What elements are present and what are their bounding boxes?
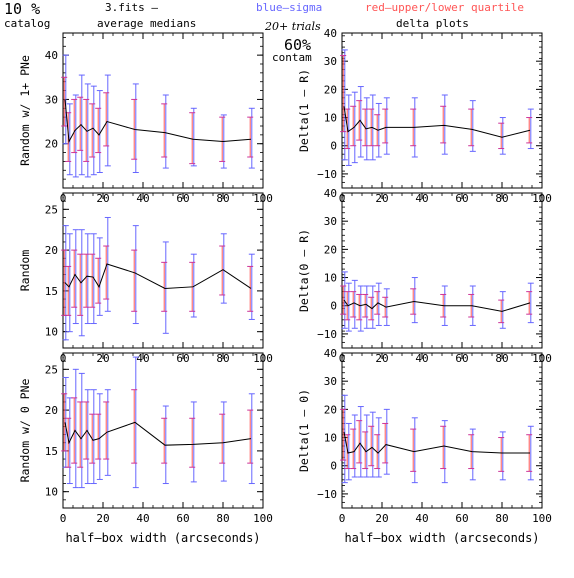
y-axis-label: Random w/ 0 PNe [18, 378, 32, 482]
y-tick-label: 20 [324, 243, 337, 256]
y-tick-label: 40 [45, 49, 58, 62]
header-percent: 10 % [4, 0, 40, 18]
header-avg: average medians [97, 17, 196, 30]
x-tick-label: 40 [415, 512, 428, 525]
median-line [64, 99, 252, 144]
x-tick-label: 0 [339, 512, 346, 525]
y-tick-label: 0 [330, 300, 337, 313]
x-tick-label: 100 [532, 512, 552, 525]
x-tick-label: 20 [375, 512, 388, 525]
plot-frame [341, 352, 543, 509]
y-tick-label: 10 [324, 112, 337, 125]
header-blue-sigma: blue–sigma [256, 1, 322, 14]
header-contam: contam [272, 51, 312, 64]
y-tick-label: 20 [45, 404, 58, 417]
y-tick-label: 10 [324, 432, 337, 445]
plot-frame [62, 352, 264, 509]
plot-frame [341, 32, 543, 189]
x-axis-label: half–box width (arcseconds) [344, 531, 539, 545]
panel-random-0-pne: 0 20 40 60 80 100 10 15 20 25 Random w/ 0 PNe half–… [18, 352, 273, 545]
y-tick-label: 40 [324, 27, 337, 40]
y-tick-label: 15 [45, 285, 58, 298]
x-tick-label: 100 [253, 512, 273, 525]
x-tick-label: 20 [96, 512, 109, 525]
median-line [343, 299, 531, 312]
y-tick-label: 20 [324, 83, 337, 96]
header-fits: 3.fits – [105, 1, 158, 14]
header-catalog: catalog [4, 17, 50, 30]
y-axis-label: Delta(1 – 0) [297, 389, 311, 472]
y-tick-label: 20 [324, 403, 337, 416]
x-tick-label: 80 [495, 512, 508, 525]
y-axis-label: Delta(1 – R) [297, 69, 311, 152]
x-tick-label: 60 [455, 512, 468, 525]
y-tick-label: 25 [45, 363, 58, 376]
header-red-quartile: red–upper/lower quartile [365, 1, 524, 14]
y-tick-label: 20 [45, 244, 58, 257]
y-tick-label: 30 [324, 215, 337, 228]
median-line [343, 106, 531, 138]
x-tick-label: 60 [176, 512, 189, 525]
panel-random-1plus-pne: 020406080100203040Random w/ 1+ PNe [18, 32, 273, 205]
y-tick-label: −10 [317, 328, 337, 341]
header-trials: 20+ trials [264, 20, 321, 33]
plot-frame [341, 192, 543, 349]
y-tick-label: 15 [45, 445, 58, 458]
y-tick-label: 30 [45, 93, 58, 106]
y-axis-label: Delta(0 – R) [297, 229, 311, 312]
y-axis-label: Random [18, 250, 32, 292]
y-tick-label: 40 [324, 347, 337, 360]
x-tick-label: 80 [216, 512, 229, 525]
plot-frame [62, 192, 264, 349]
y-tick-label: 25 [45, 203, 58, 216]
median-line [64, 263, 252, 289]
y-tick-label: 30 [324, 55, 337, 68]
header-contam-pct: 60% [284, 36, 311, 54]
y-tick-label: 20 [45, 138, 58, 151]
median-line [64, 421, 252, 446]
header-delta: delta plots [396, 17, 469, 30]
y-tick-label: 10 [324, 272, 337, 285]
y-tick-label: 0 [330, 140, 337, 153]
y-tick-label: 10 [45, 326, 58, 339]
y-tick-label: 40 [324, 187, 337, 200]
plot-frame [62, 32, 264, 189]
y-axis-label: Random w/ 1+ PNe [18, 55, 32, 166]
x-tick-label: 40 [136, 512, 149, 525]
y-tick-label: 30 [324, 375, 337, 388]
y-tick-label: 10 [45, 486, 58, 499]
y-tick-label: −10 [317, 168, 337, 181]
y-tick-label: 0 [330, 460, 337, 473]
median-line [343, 431, 530, 454]
y-tick-label: −10 [317, 488, 337, 501]
x-tick-label: 0 [60, 512, 67, 525]
x-axis-label: half–box width (arcseconds) [65, 531, 260, 545]
